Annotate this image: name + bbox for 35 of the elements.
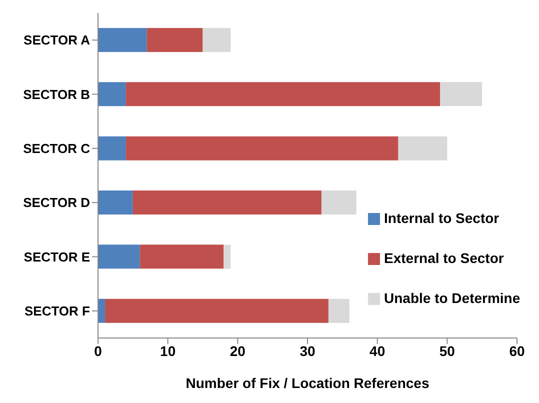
legend-label: External to Sector [384, 250, 504, 266]
legend-label: Internal to Sector [384, 210, 500, 226]
y-tick-label: SECTOR C [23, 141, 91, 156]
x-tick-label: 40 [370, 342, 386, 359]
bar [146, 28, 203, 52]
bar [126, 82, 440, 106]
x-tick-label: 10 [160, 342, 176, 359]
x-axis-title: Number of Fix / Location References [186, 375, 430, 391]
bar [98, 298, 105, 323]
y-tick-label: SECTOR A [24, 32, 91, 48]
bar [224, 244, 231, 269]
legend-label: Unable to Determine [384, 290, 520, 306]
bar [126, 136, 398, 160]
bar [98, 28, 147, 52]
bar [98, 190, 133, 214]
x-tick-label: 20 [230, 342, 246, 359]
y-tick-label: SECTOR B [23, 86, 90, 102]
bar [140, 244, 224, 269]
bar [328, 298, 350, 323]
bar [440, 82, 482, 106]
y-tick-label: SECTOR D [23, 195, 90, 210]
bar [202, 28, 231, 52]
x-tick-label: 50 [439, 342, 456, 359]
x-tick-label: 0 [94, 342, 102, 359]
x-tick-label: 30 [300, 342, 316, 359]
bar [321, 190, 356, 214]
x-tick-label: 60 [509, 342, 525, 359]
y-tick-label: SECTOR E [24, 249, 90, 264]
bar [132, 190, 322, 214]
bar [98, 244, 140, 269]
bar [104, 298, 328, 323]
bar [98, 82, 126, 106]
bar [398, 136, 448, 160]
y-tick-label: SECTOR F [24, 304, 90, 319]
bar [98, 136, 126, 160]
